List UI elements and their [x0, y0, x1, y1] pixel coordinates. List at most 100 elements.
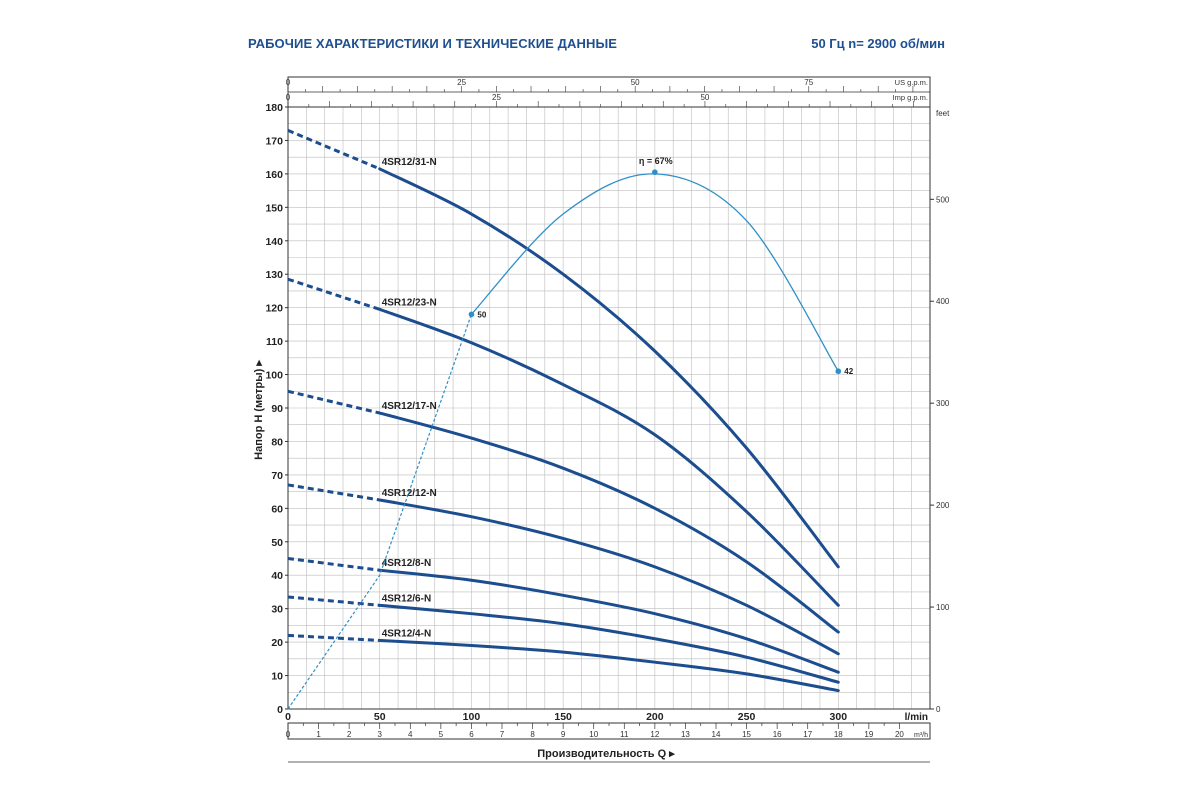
usgpm-tick-label: 0: [286, 78, 291, 87]
efficiency-point-label: η = 67%: [639, 156, 673, 166]
usgpm-unit: US g.p.m.: [895, 78, 928, 87]
m3h-tick-label: 1: [316, 730, 321, 739]
m3h-tick-label: 19: [864, 730, 873, 739]
curve-extension-dashed: [287, 277, 381, 311]
y-tick-label: 10: [271, 671, 283, 683]
efficiency-point-label: 50: [477, 310, 486, 319]
m3h-tick-label: 7: [500, 730, 505, 739]
usgpm-tick-label: 50: [631, 78, 640, 87]
y-tick-label: 90: [271, 403, 283, 415]
x-tick-label-lpm: 0: [285, 711, 291, 723]
m3h-unit: m³/h: [914, 732, 928, 739]
curve-extension-dashed: [287, 483, 380, 502]
curve-extension-dashed: [287, 633, 380, 642]
efficiency-curve: 50 η = 67% 42: [287, 156, 854, 710]
series-label: 4SR12/23-N: [382, 297, 437, 308]
pump-curve: [378, 498, 840, 656]
feet-tick-label: 0: [936, 705, 941, 714]
usgpm-tick-label: 25: [457, 78, 466, 87]
efficiency-point-label: 42: [844, 367, 853, 376]
chart-subtitle: 50 Гц n= 2900 об/мин: [811, 36, 945, 51]
pump-curve: [378, 307, 840, 607]
grid-lines: [288, 107, 930, 709]
m3h-tick-label: 8: [530, 730, 535, 739]
x-tick-label-lpm: 50: [374, 711, 386, 723]
impgpm-unit: Imp g.p.m.: [893, 93, 928, 102]
curve-extension-dashed: [287, 557, 380, 572]
series-label: 4SR12/17-N: [382, 401, 437, 412]
feet-tick-label: 300: [936, 399, 950, 408]
m3h-tick-label: 9: [561, 730, 566, 739]
y-tick-label: 110: [266, 336, 283, 348]
m3h-tick-label: 18: [834, 730, 843, 739]
y-tick-label: 140: [265, 236, 283, 248]
x-unit-lpm: l/min: [905, 712, 928, 723]
axis-labels: 0102030405060708090100110120130140150160…: [253, 78, 950, 760]
usgpm-tick-label: 75: [804, 78, 813, 87]
m3h-tick-label: 12: [650, 730, 659, 739]
m3h-tick-label: 5: [439, 730, 444, 739]
x-tick-label-lpm: 150: [554, 711, 572, 723]
m3h-tick-label: 3: [377, 730, 382, 739]
feet-tick-label: 400: [936, 297, 950, 306]
feet-tick-label: 100: [936, 603, 950, 612]
efficiency-point: [835, 368, 842, 375]
m3h-tick-label: 15: [742, 730, 751, 739]
y-tick-label: 180: [265, 102, 283, 114]
y-tick-label: 30: [271, 604, 283, 616]
impgpm-tick-label: 0: [286, 93, 291, 102]
feet-tick-label: 200: [936, 501, 950, 510]
chart-title: РАБОЧИЕ ХАРАКТЕРИСТИКИ И ТЕХНИЧЕСКИЕ ДАН…: [248, 36, 618, 51]
performance-curves: 4SR12/31-N 4SR12/23-N 4SR12/17-N 4SR12/12-N…: [287, 129, 840, 693]
x-axis-title: Производительность Q ▸: [537, 748, 675, 760]
x-tick-label-lpm: 100: [463, 711, 481, 723]
curve-extension-dashed: [287, 129, 381, 171]
y-tick-label: 70: [271, 470, 283, 482]
y-tick-label: 40: [271, 570, 283, 582]
m3h-tick-label: 17: [803, 730, 812, 739]
m3h-tick-label: 6: [469, 730, 474, 739]
m3h-tick-label: 0: [286, 730, 291, 739]
efficiency-point: [652, 169, 658, 176]
pump-curve: [378, 167, 840, 569]
y-tick-label: 0: [277, 704, 283, 716]
x-tick-label-lpm: 300: [830, 711, 848, 723]
pump-curve: [378, 638, 840, 693]
series-label: 4SR12/8-N: [382, 558, 431, 569]
feet-tick-label: 500: [936, 195, 950, 204]
y-tick-label: 60: [271, 503, 283, 515]
y-tick-label: 80: [271, 436, 283, 448]
y-tick-label: 150: [265, 202, 283, 214]
impgpm-tick-label: 50: [700, 93, 709, 102]
x-tick-label-lpm: 200: [646, 711, 664, 723]
m3h-tick-label: 4: [408, 730, 413, 739]
pump-curve: [378, 603, 840, 684]
efficiency-point: [468, 311, 475, 318]
m3h-tick-label: 2: [347, 730, 352, 739]
series-label: 4SR12/12-N: [382, 488, 437, 499]
efficiency-extension-dashed: [287, 314, 472, 710]
m3h-tick-label: 11: [620, 730, 629, 739]
y-tick-label: 130: [265, 269, 283, 281]
pump-curve: [378, 411, 840, 634]
y-tick-label: 50: [271, 537, 283, 549]
y-axis-title: Напор H (метры) ▸: [253, 360, 265, 460]
series-label: 4SR12/31-N: [382, 157, 437, 168]
curve-extension-dashed: [287, 389, 381, 415]
series-label: 4SR12/4-N: [382, 628, 431, 639]
m3h-tick-label: 13: [681, 730, 690, 739]
y-tick-label: 120: [265, 303, 283, 315]
m3h-tick-label: 16: [773, 730, 782, 739]
plot-frame: [287, 76, 931, 763]
y-tick-label: 170: [265, 135, 283, 147]
y-tick-label: 100: [265, 370, 283, 382]
series-label: 4SR12/6-N: [382, 593, 431, 604]
m3h-tick-label: 14: [712, 730, 721, 739]
x-tick-label-lpm: 250: [738, 711, 756, 723]
m3h-tick-label: 10: [589, 730, 598, 739]
y-tick-label: 160: [265, 169, 283, 181]
y-tick-label: 20: [271, 637, 283, 649]
feet-unit-label: feet: [936, 109, 950, 118]
curve-extension-dashed: [287, 595, 380, 607]
